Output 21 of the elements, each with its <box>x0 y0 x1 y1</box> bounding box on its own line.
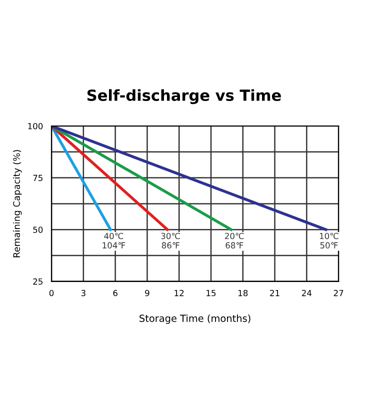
x-tick-label: 15 <box>206 290 216 296</box>
x-tick-label: 18 <box>238 290 248 296</box>
series-label: 10℃ 50℉ <box>320 232 338 248</box>
x-tick-label: 27 <box>334 290 344 296</box>
x-tick-label: 12 <box>174 290 184 296</box>
y-tick-label: 50 <box>33 226 43 233</box>
series-label: 40℃ 104℉ <box>102 232 126 248</box>
x-tick-label: 9 <box>145 290 150 296</box>
x-axis-title: Storage Time (months) <box>140 314 250 324</box>
series-label: 30℃ 86℉ <box>161 232 180 248</box>
x-tick-label: 21 <box>270 290 280 296</box>
x-tick-label: 3 <box>81 290 86 296</box>
y-tick-label: 100 <box>28 122 43 130</box>
y-tick-label: 25 <box>33 278 42 285</box>
series-label: 20℃ 68℉ <box>225 232 244 248</box>
x-tick-label: 24 <box>302 290 312 296</box>
y-axis-title: Remaining Capacity (%) <box>12 150 22 258</box>
x-tick-label: 6 <box>113 290 118 296</box>
y-tick-label: 75 <box>33 174 42 182</box>
chart-title: Self-discharge vs Time <box>87 89 281 104</box>
x-tick-label: 0 <box>49 290 54 296</box>
